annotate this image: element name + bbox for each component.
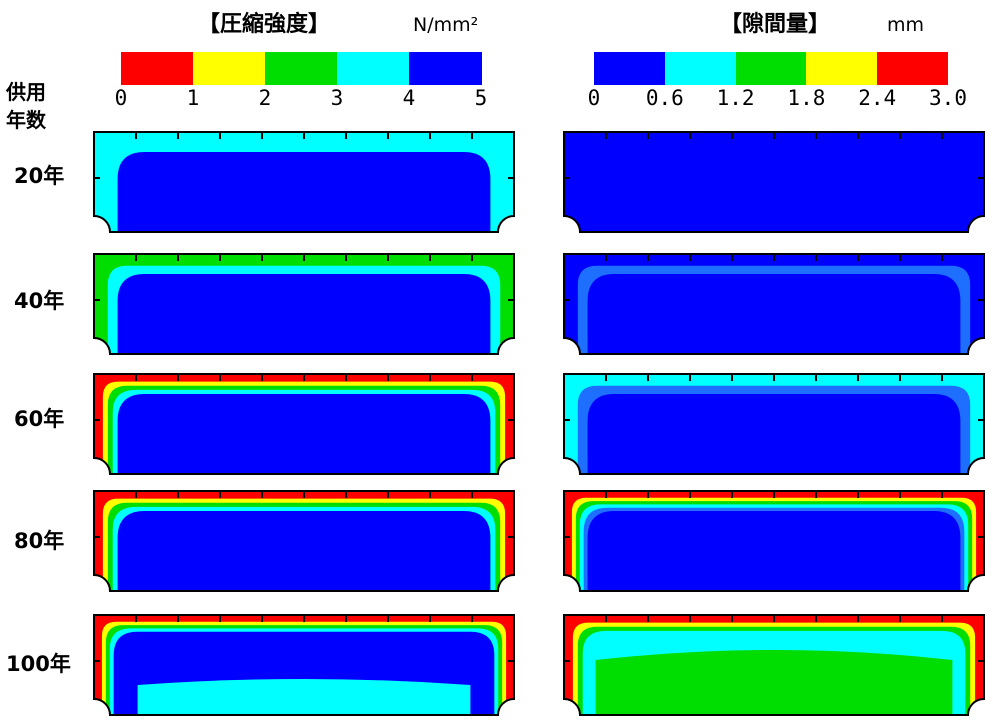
gap-region-blue xyxy=(587,394,961,474)
gap-panel-60年 xyxy=(563,373,985,475)
gap-panel-40年 xyxy=(563,253,985,355)
strength-panel-60年 xyxy=(93,373,515,475)
gap-panel-20年 xyxy=(563,131,985,233)
year-label-100: 100年 xyxy=(6,652,71,676)
gap-contour-svg xyxy=(563,490,985,592)
axis-label-line2: 年数 xyxy=(6,108,46,132)
gap-contour-svg xyxy=(563,373,985,475)
gap-tick-label: 1.2 xyxy=(716,86,755,110)
strength-contour-svg xyxy=(93,490,515,592)
gap-panel-outline xyxy=(563,373,985,475)
strength-contour-svg xyxy=(93,131,515,233)
gap-panel-100年 xyxy=(563,614,985,716)
year-label-40: 40年 xyxy=(14,289,65,313)
strength-panel-outline xyxy=(93,131,515,233)
gap-contour-svg xyxy=(563,253,985,355)
strength-colorbar-segment xyxy=(193,52,266,85)
strength-region-cyan xyxy=(137,679,471,715)
strength-region-blue xyxy=(117,394,491,474)
strength-tick-label: 2 xyxy=(258,86,272,110)
gap-colorbar-segment xyxy=(594,52,666,85)
gap-tick-label: 3.0 xyxy=(929,86,967,110)
strength-contour-svg xyxy=(93,373,515,475)
gap-tick-label: 2.4 xyxy=(858,86,897,110)
strength-tick-label: 3 xyxy=(330,86,344,110)
gap-tick-label: 0.6 xyxy=(645,86,684,110)
strength-panel-80年 xyxy=(93,490,515,592)
gap-colorbar-segment xyxy=(735,52,807,85)
strength-region-blue xyxy=(117,274,491,354)
axis-label-line1: 供用 xyxy=(6,80,46,104)
strength-panel-20年 xyxy=(93,131,515,233)
year-label-60: 60年 xyxy=(14,407,65,431)
gap-unit: mm xyxy=(887,14,925,36)
strength-tick-label: 1 xyxy=(186,86,200,110)
strength-panel-outline xyxy=(93,490,515,592)
gap-panel-outline xyxy=(563,490,985,592)
gap-colorbar xyxy=(594,52,949,85)
gap-colorbar-segment xyxy=(877,52,949,85)
strength-colorbar-segment xyxy=(121,52,194,85)
gap-colorbar-segment xyxy=(806,52,878,85)
strength-panel-100年 xyxy=(93,614,515,716)
strength-tick-label: 0 xyxy=(114,86,128,110)
gap-panel-80年 xyxy=(563,490,985,592)
gap-tick-label: 1.8 xyxy=(787,86,826,110)
year-label-20: 20年 xyxy=(14,164,65,188)
gap-title: 【隙間量】 xyxy=(720,12,831,37)
gap-region-blue xyxy=(564,132,984,232)
year-label-80: 80年 xyxy=(14,529,65,553)
gap-region-blue xyxy=(587,511,961,591)
gap-tick-label: 0 xyxy=(587,86,601,110)
strength-colorbar xyxy=(121,52,482,85)
gap-panel-outline xyxy=(563,131,985,233)
strength-colorbar-segment xyxy=(409,52,482,85)
gap-region-blue xyxy=(587,274,961,354)
strength-contour-svg xyxy=(93,253,515,355)
gap-contour-svg xyxy=(563,614,985,716)
gap-panel-outline xyxy=(563,253,985,355)
strength-tick-label: 4 xyxy=(402,86,416,110)
gap-contour-svg xyxy=(563,131,985,233)
strength-tick-label: 5 xyxy=(474,86,488,110)
strength-title: 【圧縮強度】 xyxy=(198,12,331,37)
strength-colorbar-segment xyxy=(337,52,410,85)
strength-colorbar-segment xyxy=(265,52,338,85)
gap-region-green xyxy=(595,650,953,715)
gap-panel-outline xyxy=(563,614,985,716)
strength-panel-40年 xyxy=(93,253,515,355)
strength-panel-outline xyxy=(93,373,515,475)
strength-contour-svg xyxy=(93,614,515,716)
strength-region-blue xyxy=(117,152,491,232)
strength-panel-outline xyxy=(93,253,515,355)
strength-unit: N/mm² xyxy=(413,14,479,36)
strength-region-blue xyxy=(117,511,491,591)
strength-panel-outline xyxy=(93,614,515,716)
gap-colorbar-segment xyxy=(664,52,737,85)
